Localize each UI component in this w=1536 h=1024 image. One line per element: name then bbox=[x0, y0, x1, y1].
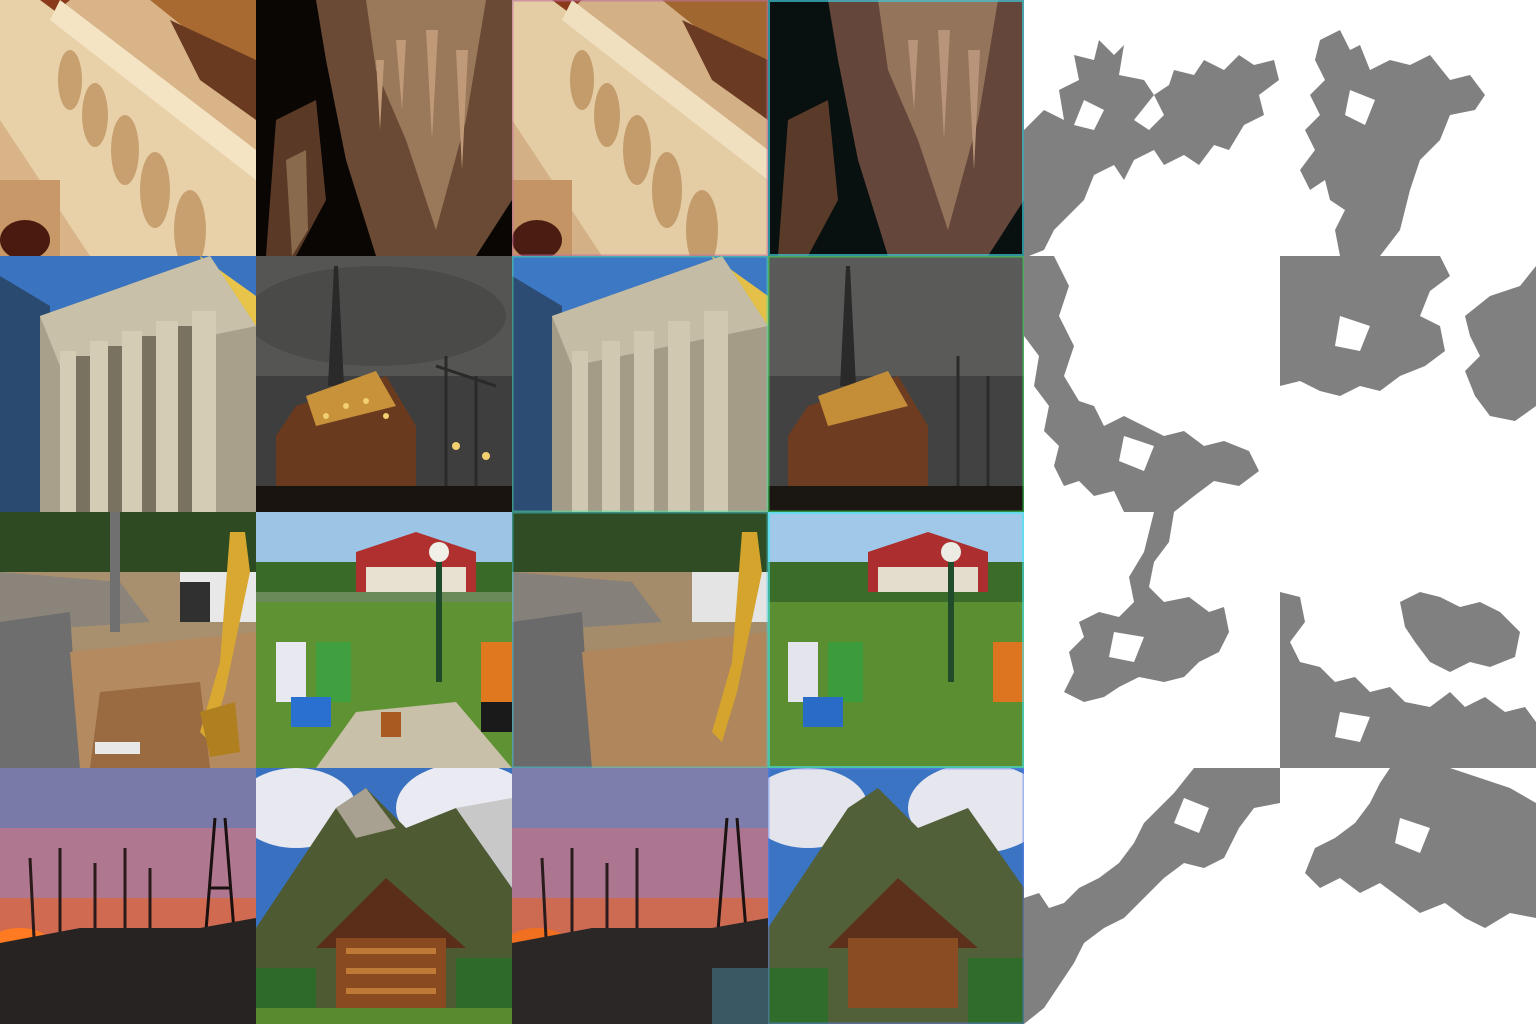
sunset-reconstruction-graphic bbox=[512, 768, 768, 1024]
mask-blob-graphic-5 bbox=[1064, 512, 1229, 702]
mask-blob-graphic-2 bbox=[1300, 30, 1485, 256]
random-walk-mask-7 bbox=[1024, 768, 1280, 1024]
mask-blob-graphic-4 bbox=[1280, 256, 1536, 421]
cave-reconstruction-graphic bbox=[768, 0, 1024, 256]
sunset-trees-graphic bbox=[0, 768, 256, 1024]
random-walk-mask-2 bbox=[1280, 0, 1536, 256]
reconstruction-construction-site bbox=[512, 512, 768, 768]
staircase-reconstruction-graphic bbox=[512, 0, 768, 256]
columned-building-graphic bbox=[0, 256, 256, 512]
random-walk-mask-5 bbox=[1024, 512, 1280, 768]
reconstruction-cave-stalactites bbox=[768, 0, 1024, 256]
mountain-cabin-graphic bbox=[256, 768, 512, 1024]
construction-site-graphic bbox=[0, 512, 256, 768]
mask-blob-graphic-6 bbox=[1280, 592, 1536, 768]
construction-reconstruction-graphic bbox=[512, 512, 768, 768]
photo-columned-building bbox=[0, 256, 256, 512]
oil-rig-reconstruction-graphic bbox=[768, 256, 1024, 512]
photo-cave-stalactites bbox=[256, 0, 512, 256]
mask-blob-graphic-3 bbox=[1024, 256, 1259, 512]
staircase-balustrade-graphic bbox=[0, 0, 256, 256]
photo-mountain-cabin bbox=[256, 768, 512, 1024]
photo-park-lawn bbox=[256, 512, 512, 768]
oil-rig-graphic bbox=[256, 256, 512, 512]
mask-blob-graphic-8 bbox=[1305, 768, 1536, 928]
cave-stalactites-graphic bbox=[256, 0, 512, 256]
photo-sunset-trees bbox=[0, 768, 256, 1024]
random-walk-mask-6 bbox=[1280, 512, 1536, 768]
reconstruction-oil-rig bbox=[768, 256, 1024, 512]
photo-construction-site bbox=[0, 512, 256, 768]
park-reconstruction-graphic bbox=[768, 512, 1024, 768]
building-reconstruction-graphic bbox=[512, 256, 768, 512]
mask-blob-graphic bbox=[1024, 40, 1279, 256]
park-lawn-graphic bbox=[256, 512, 512, 768]
reconstruction-park-lawn bbox=[768, 512, 1024, 768]
mask-blob-graphic-7 bbox=[1024, 768, 1280, 1024]
cabin-reconstruction-graphic bbox=[768, 768, 1024, 1024]
reconstruction-sunset-trees bbox=[512, 768, 768, 1024]
random-walk-mask-3 bbox=[1024, 256, 1280, 512]
random-walk-mask bbox=[1024, 0, 1280, 256]
random-walk-mask-4 bbox=[1280, 256, 1536, 512]
reconstruction-staircase-balustrade bbox=[512, 0, 768, 256]
photo-staircase-balustrade bbox=[0, 0, 256, 256]
reconstruction-mountain-cabin bbox=[768, 768, 1024, 1024]
photo-oil-rig bbox=[256, 256, 512, 512]
random-walk-mask-8 bbox=[1280, 768, 1536, 1024]
reconstruction-columned-building bbox=[512, 256, 768, 512]
